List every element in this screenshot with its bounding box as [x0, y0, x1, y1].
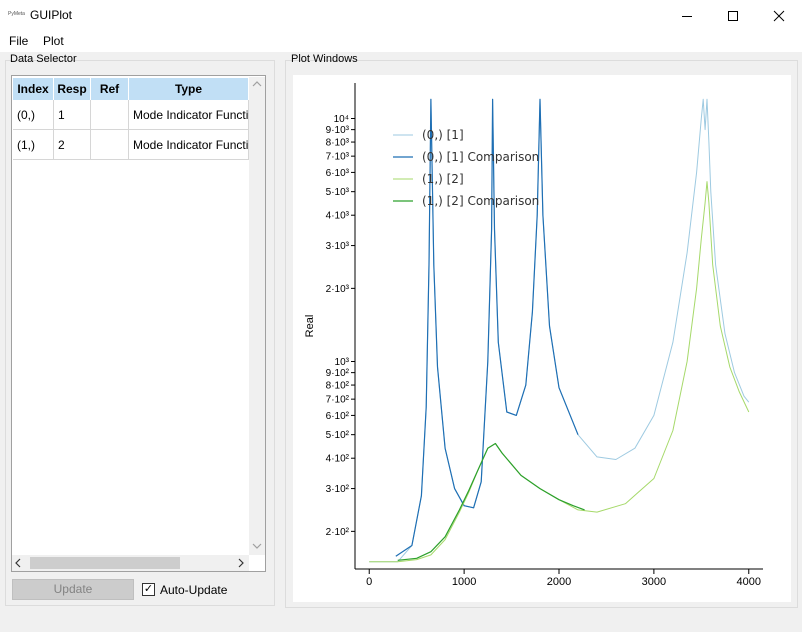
update-button[interactable]: Update [12, 579, 134, 600]
close-icon [773, 10, 785, 21]
app-icon: PyMeta [8, 11, 25, 17]
close-button[interactable] [756, 0, 802, 31]
y-tick-label: 5·10³ [326, 187, 350, 198]
maximize-icon [728, 10, 738, 21]
scroll-right-icon[interactable] [237, 558, 245, 568]
y-tick-label: 7·10³ [326, 152, 350, 163]
y-tick-label: 3·10² [326, 484, 350, 495]
cell-index[interactable]: (0,) [13, 100, 54, 130]
series-line-1 [395, 98, 579, 557]
scroll-left-icon[interactable] [14, 558, 22, 568]
legend-label: (1,) [2] Comparison [422, 194, 539, 208]
header-index[interactable]: Index [13, 78, 54, 100]
y-tick-label: 9·10² [326, 368, 350, 379]
scroll-down-icon[interactable] [252, 542, 262, 550]
menu-plot[interactable]: Plot [43, 34, 64, 48]
data-selector-label: Data Selector [10, 53, 77, 65]
series-line-0 [369, 98, 750, 563]
y-tick-label: 4·10² [326, 454, 350, 465]
x-tick-label: 4000 [737, 576, 761, 588]
plot-windows-label: Plot Windows [291, 53, 358, 65]
scroll-up-icon[interactable] [252, 80, 262, 88]
legend-label: (0,) [1] [422, 128, 464, 142]
y-axis-label: Real [304, 315, 316, 338]
x-tick-label: 1000 [452, 576, 476, 588]
legend-label: (0,) [1] Comparison [422, 150, 539, 164]
y-tick-label: 3·10³ [326, 241, 350, 252]
vertical-scrollbar[interactable] [249, 77, 265, 555]
header-ref[interactable]: Ref [91, 78, 129, 100]
auto-update-label: Auto-Update [160, 583, 228, 597]
y-tick-label: 6·10³ [326, 168, 350, 179]
data-selector-frame [5, 60, 275, 606]
menu-bar [0, 31, 802, 52]
y-tick-label: 2·10² [326, 527, 350, 538]
window-title: GUIPlot [30, 8, 73, 22]
x-tick-label: 0 [366, 576, 372, 588]
cell-resp[interactable]: 1 [54, 100, 91, 130]
horizontal-scroll-thumb[interactable] [30, 557, 180, 569]
cell-type[interactable]: Mode Indicator Functi [129, 100, 249, 130]
y-tick-label: 9·10³ [326, 125, 350, 136]
cell-index[interactable]: (1,) [13, 130, 54, 160]
y-tick-label: 8·10² [326, 381, 350, 392]
maximize-button[interactable] [710, 0, 756, 31]
minimize-icon [682, 15, 692, 17]
y-tick-label: 5·10² [326, 430, 350, 441]
status-bar [0, 612, 802, 632]
menu-file[interactable]: File [9, 34, 29, 48]
header-resp[interactable]: Resp [54, 78, 91, 100]
minimize-button[interactable] [664, 0, 710, 31]
y-tick-label: 10⁴ [334, 114, 349, 125]
y-tick-label: 8·10³ [326, 138, 350, 149]
cell-type[interactable]: Mode Indicator Functi [129, 130, 249, 160]
auto-update-checkbox[interactable]: ✓ [142, 583, 155, 596]
x-tick-label: 3000 [642, 576, 666, 588]
y-tick-label: 6·10² [326, 411, 350, 422]
legend-label: (1,) [2] [422, 172, 464, 186]
series-line-3 [397, 442, 585, 561]
cell-ref[interactable] [91, 130, 129, 160]
cell-resp[interactable]: 2 [54, 130, 91, 160]
y-tick-label: 10³ [335, 357, 350, 368]
plot-windows-frame [285, 60, 798, 608]
y-tick-label: 2·10³ [326, 284, 350, 295]
title-bar [0, 0, 802, 31]
header-type[interactable]: Type [129, 78, 249, 100]
series-line-2 [369, 181, 750, 563]
x-tick-label: 2000 [547, 576, 571, 588]
data-table[interactable]: Index Resp Ref Type (0,) 1 Mode Indicato… [11, 75, 266, 572]
y-tick-label: 4·10³ [326, 211, 350, 222]
y-tick-label: 7·10² [326, 395, 350, 406]
cell-ref[interactable] [91, 100, 129, 130]
